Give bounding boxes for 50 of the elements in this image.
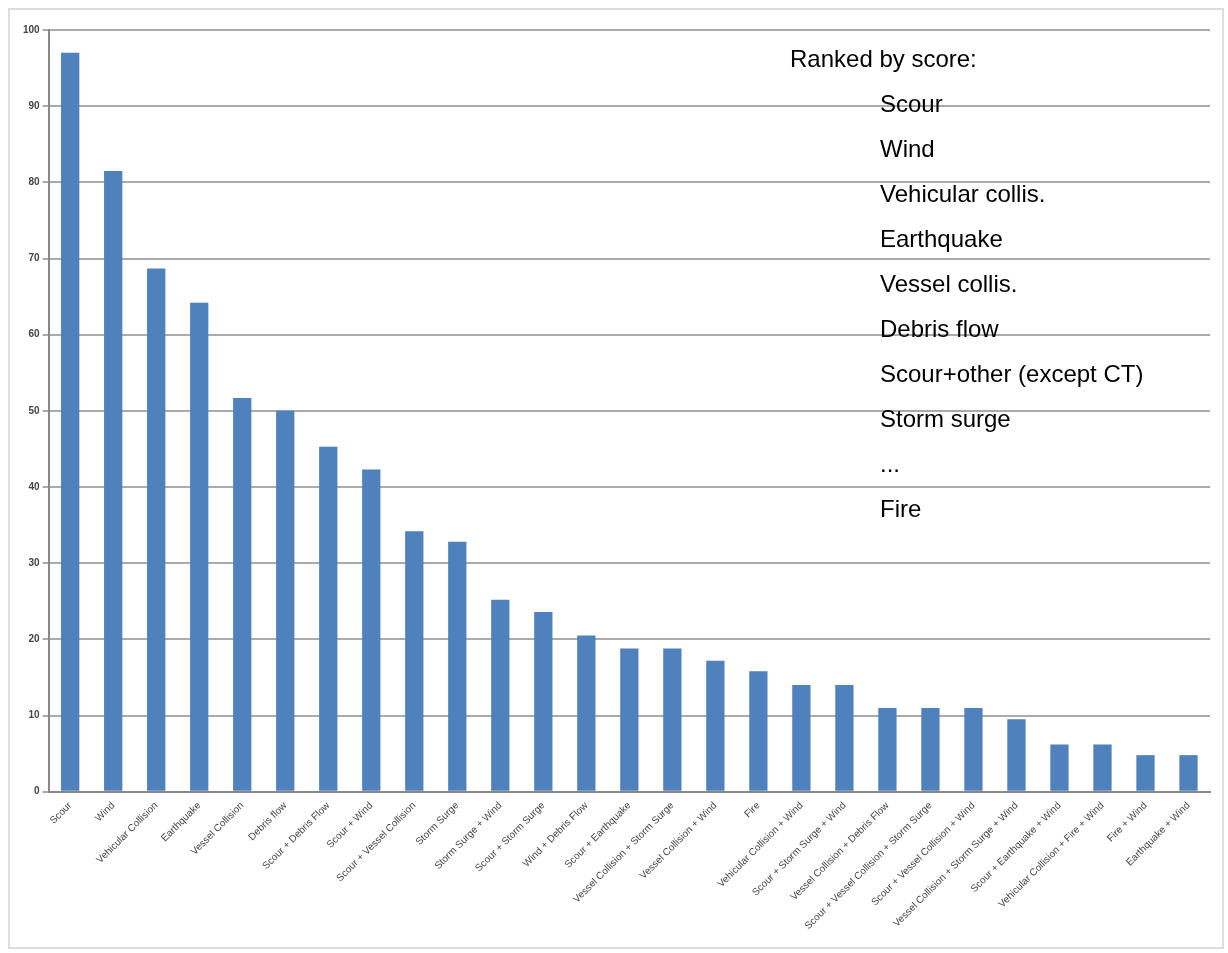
x-tick-label: Fire [741, 799, 763, 820]
bar [147, 268, 166, 791]
bar [1050, 744, 1069, 791]
y-tick-label: 90 [28, 99, 41, 111]
bar [534, 611, 553, 791]
bar [792, 685, 811, 791]
y-tick-label: 40 [28, 480, 41, 492]
annotation: Scour [880, 89, 943, 117]
bar [577, 635, 596, 791]
bar [190, 302, 209, 791]
y-tick-label: 10 [28, 709, 41, 721]
bar [749, 671, 768, 791]
bar [921, 707, 940, 791]
bar [319, 446, 338, 791]
annotation: Vehicular collis. [880, 179, 1046, 207]
bar [1136, 755, 1155, 791]
annotation: Fire [880, 494, 922, 522]
annotation: Ranked by score: [790, 44, 977, 72]
bar [964, 707, 983, 791]
annotation: Debris flow [880, 314, 1000, 342]
annotation: Wind [880, 134, 935, 162]
bar [663, 648, 682, 791]
y-tick-label: 70 [28, 252, 41, 264]
bar [448, 541, 467, 791]
annotation: Vessel collis. [880, 269, 1018, 297]
bar [233, 397, 252, 791]
annotation: ... [880, 449, 901, 477]
annotation: Scour+other (except CT) [880, 359, 1144, 387]
bar [878, 707, 897, 791]
bar [104, 170, 123, 791]
bar [1007, 719, 1026, 791]
y-tick-label: 30 [28, 556, 41, 568]
y-tick-label: 0 [34, 785, 41, 797]
annotation: Storm surge [880, 404, 1011, 432]
bar [1179, 755, 1198, 791]
y-tick-label: 80 [28, 176, 41, 188]
annotation: Earthquake [880, 224, 1003, 252]
bar [405, 531, 424, 791]
y-tick-label: 20 [28, 633, 41, 645]
bar [1093, 744, 1112, 791]
bar [491, 599, 510, 791]
bar [276, 410, 295, 791]
bar [706, 660, 725, 791]
y-tick-label: 50 [28, 404, 41, 416]
y-tick-label: 60 [28, 328, 41, 340]
bar [620, 648, 639, 791]
y-tick-label: 100 [23, 23, 41, 35]
bar [835, 685, 854, 791]
bar [61, 52, 80, 791]
bar [362, 469, 381, 791]
